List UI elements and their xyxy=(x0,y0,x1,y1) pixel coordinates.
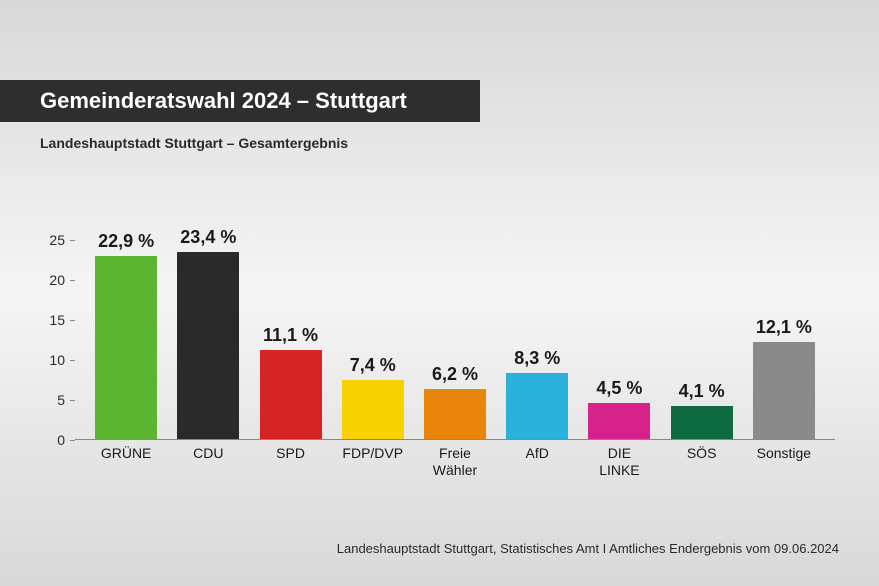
chart-area: 0510152025 22,9 %23,4 %11,1 %7,4 %6,2 %8… xyxy=(40,240,840,470)
x-axis-label: DIELINKE xyxy=(583,445,655,479)
bar-group: 4,1 % xyxy=(666,381,738,439)
bar xyxy=(95,256,157,439)
bar xyxy=(506,373,568,439)
chart-subtitle: Landeshauptstadt Stuttgart – Gesamtergeb… xyxy=(40,135,348,151)
bar xyxy=(671,406,733,439)
x-axis-label: AfD xyxy=(501,445,573,479)
bar-group: 4,5 % xyxy=(583,378,655,439)
bar-value-label: 4,5 % xyxy=(596,378,642,399)
title-bar: Gemeinderatswahl 2024 – Stuttgart xyxy=(0,80,480,122)
bar xyxy=(260,350,322,439)
bar-value-label: 23,4 % xyxy=(180,227,236,248)
bar-group: 6,2 % xyxy=(419,364,491,439)
bar-value-label: 11,1 % xyxy=(263,325,318,346)
bar-group: 8,3 % xyxy=(501,348,573,439)
y-tick-label: 10 xyxy=(49,352,65,368)
bar-group: 22,9 % xyxy=(90,231,162,439)
x-axis-label: FreieWähler xyxy=(419,445,491,479)
bar-value-label: 6,2 % xyxy=(432,364,478,385)
chart-title: Gemeinderatswahl 2024 – Stuttgart xyxy=(40,88,407,114)
y-tick-label: 5 xyxy=(57,392,65,408)
y-tick-label: 20 xyxy=(49,272,65,288)
x-axis-label: GRÜNE xyxy=(90,445,162,479)
x-axis-label: FDP/DVP xyxy=(337,445,409,479)
bar-value-label: 8,3 % xyxy=(514,348,560,369)
x-axis-label: Sonstige xyxy=(748,445,820,479)
y-tick-mark xyxy=(70,440,75,441)
bar xyxy=(588,403,650,439)
bar xyxy=(753,342,815,439)
bar xyxy=(424,389,486,439)
bar-group: 11,1 % xyxy=(255,325,327,439)
y-tick-label: 0 xyxy=(57,432,65,448)
bar-value-label: 4,1 % xyxy=(679,381,725,402)
bar-group: 7,4 % xyxy=(337,355,409,439)
y-tick-label: 15 xyxy=(49,312,65,328)
bars-container: 22,9 %23,4 %11,1 %7,4 %6,2 %8,3 %4,5 %4,… xyxy=(75,240,835,439)
y-tick-label: 25 xyxy=(49,232,65,248)
x-axis-label: SÖS xyxy=(666,445,738,479)
x-axis-label: SPD xyxy=(255,445,327,479)
bar-group: 23,4 % xyxy=(172,227,244,439)
bar xyxy=(177,252,239,439)
bar-value-label: 22,9 % xyxy=(98,231,154,252)
bar-value-label: 7,4 % xyxy=(350,355,396,376)
x-labels: GRÜNE CDU SPD FDP/DVP FreieWähler AfD DIELINKE… xyxy=(75,445,835,479)
bar-group: 12,1 % xyxy=(748,317,820,439)
y-axis: 0510152025 xyxy=(40,240,70,440)
bar-value-label: 12,1 % xyxy=(756,317,812,338)
x-axis-label: CDU xyxy=(172,445,244,479)
plot-area: 22,9 %23,4 %11,1 %7,4 %6,2 %8,3 %4,5 %4,… xyxy=(75,240,835,440)
bar xyxy=(342,380,404,439)
chart-footer: Landeshauptstadt Stuttgart, Statistische… xyxy=(337,541,839,556)
